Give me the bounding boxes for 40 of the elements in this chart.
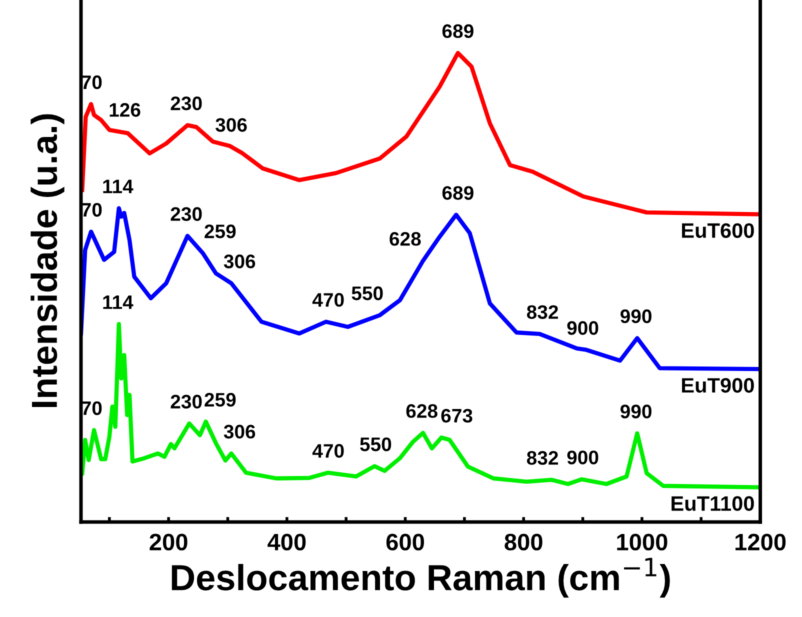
annotation: 990 bbox=[620, 404, 652, 418]
x-tick-label: 400 bbox=[268, 534, 306, 550]
annotation: 230 bbox=[170, 96, 202, 110]
annotation: 628 bbox=[406, 404, 438, 418]
x-tick-label: 200 bbox=[150, 534, 188, 550]
annotation: 114 bbox=[103, 180, 134, 194]
annotation: 114 bbox=[103, 296, 134, 309]
annotation: 832 bbox=[526, 305, 558, 319]
series-label: EuT600 bbox=[682, 223, 754, 238]
annotation: 70 bbox=[82, 401, 102, 416]
x-axis-title: Deslocamento Raman (cm$^{−1}$) bbox=[172, 558, 670, 598]
annotation: 306 bbox=[224, 424, 256, 439]
x-tick-label: 800 bbox=[504, 534, 542, 550]
y-axis-title: Intensidade (u.a.) bbox=[30, 114, 64, 408]
annotation: 689 bbox=[442, 186, 474, 200]
series-label: EuT1100 bbox=[672, 496, 754, 511]
annotation: 306 bbox=[224, 254, 256, 268]
annotation: 259 bbox=[204, 392, 236, 407]
annotation: 900 bbox=[567, 450, 598, 464]
annotation: 70 bbox=[82, 202, 102, 217]
annotation: 126 bbox=[110, 103, 140, 117]
annotation: 550 bbox=[360, 437, 392, 452]
annotation: 673 bbox=[441, 408, 472, 423]
annotation: 230 bbox=[170, 394, 202, 409]
annotation: 550 bbox=[352, 286, 383, 300]
annotation: 306 bbox=[216, 118, 247, 132]
x-tick-label: 1200 bbox=[736, 534, 786, 550]
annotation: 230 bbox=[170, 207, 202, 221]
annotation: 259 bbox=[204, 224, 236, 238]
annotation: 990 bbox=[620, 309, 652, 324]
annotation: 70 bbox=[82, 75, 102, 90]
series-label: EuT900 bbox=[682, 378, 754, 393]
annotation: 832 bbox=[526, 451, 558, 465]
x-tick-label: 1000 bbox=[617, 534, 668, 550]
annotation: 900 bbox=[567, 321, 598, 335]
annotation: 470 bbox=[312, 293, 344, 307]
x-tick-label: 600 bbox=[386, 534, 424, 550]
annotation: 689 bbox=[442, 24, 474, 38]
annotation: 470 bbox=[312, 444, 344, 458]
annotation: 628 bbox=[390, 232, 421, 246]
